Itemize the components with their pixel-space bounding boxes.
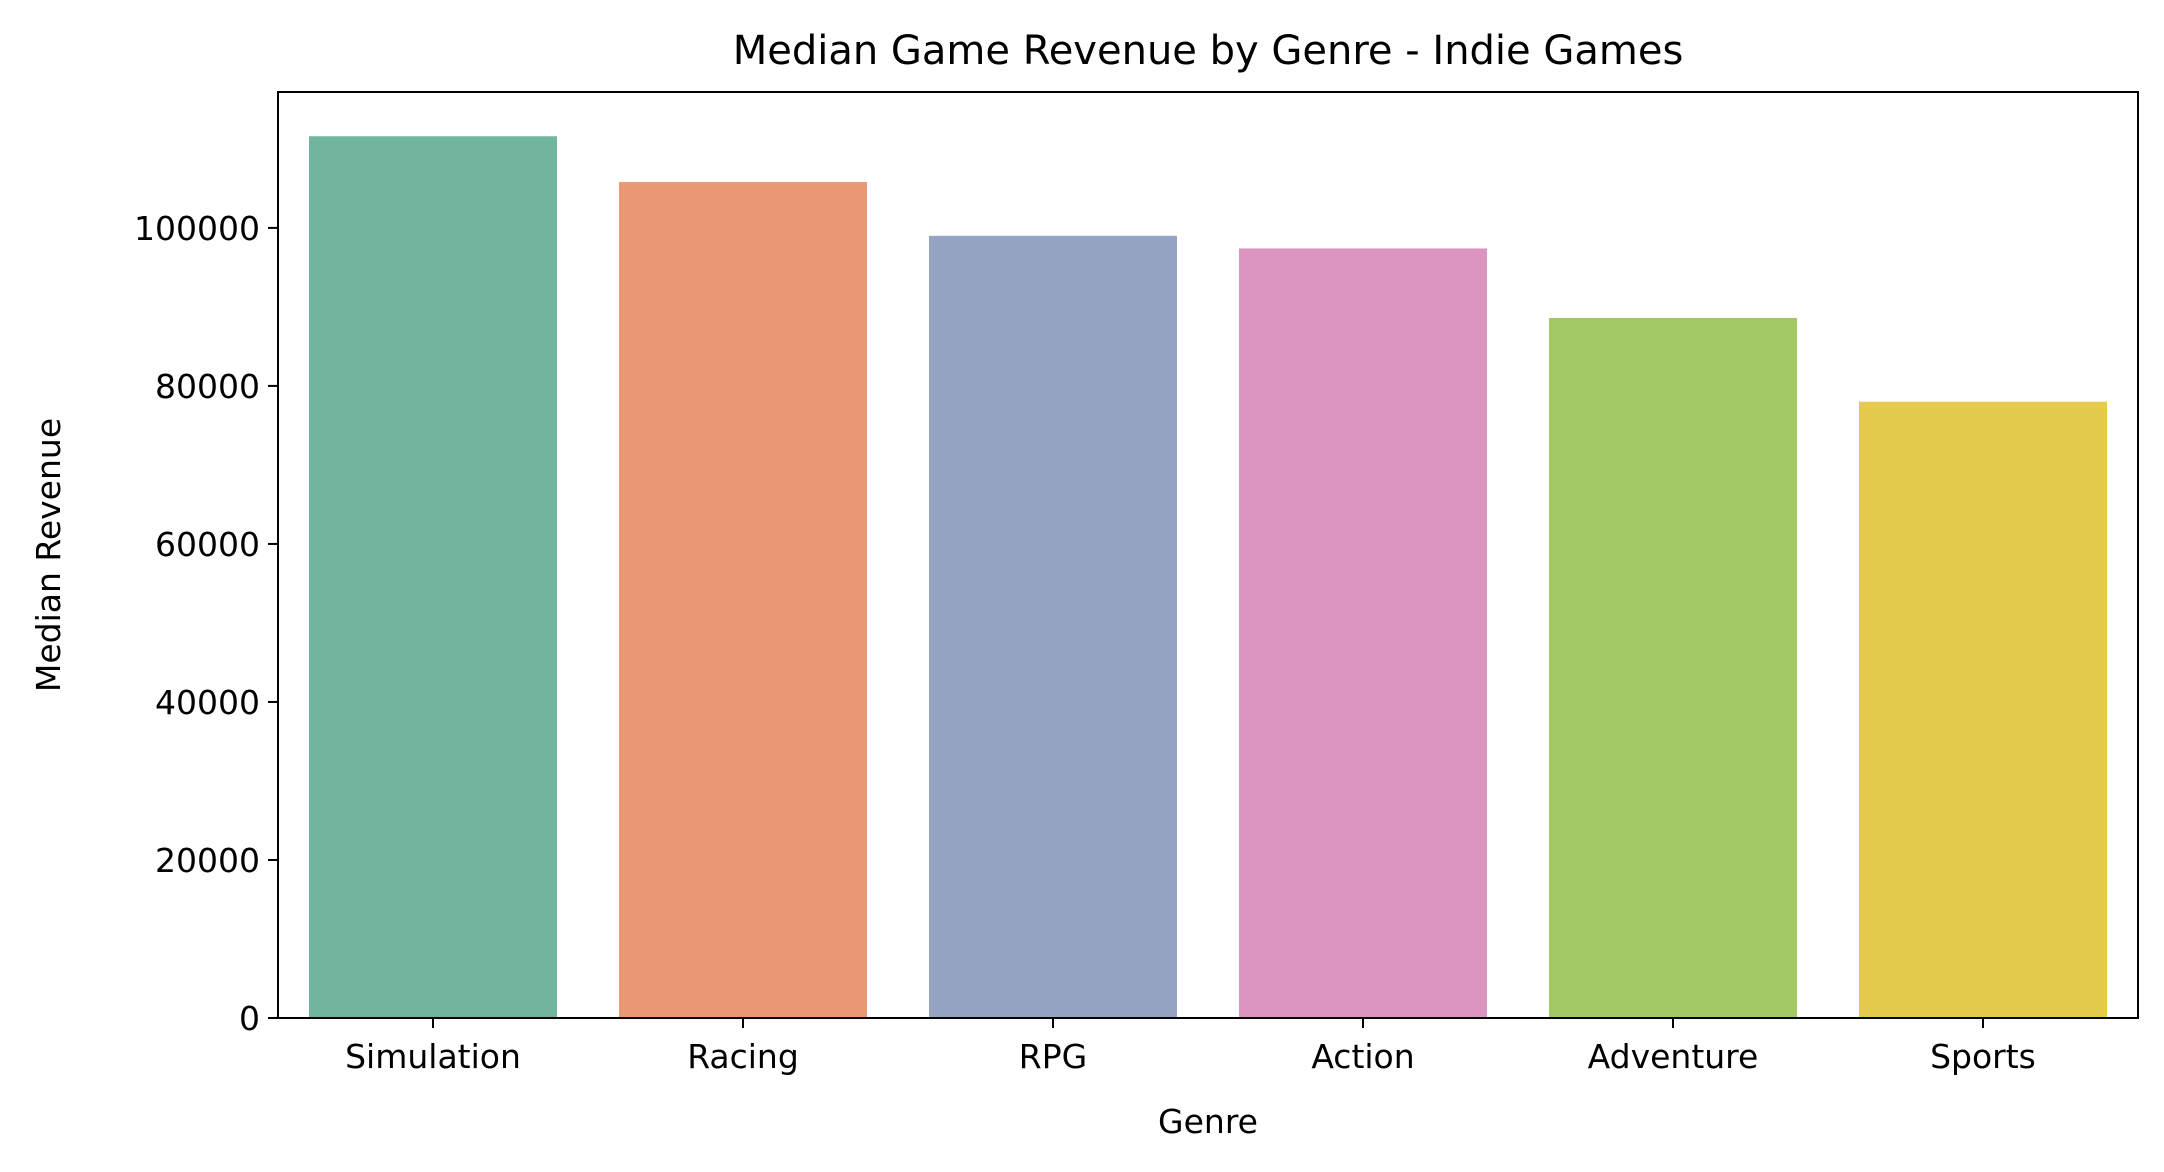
x-axis-ticks: Simulation Racing RPG Action Adventure Sports xyxy=(345,1018,2036,1076)
y-tick-label: 20000 xyxy=(155,841,260,880)
x-tick-label: Sports xyxy=(1930,1037,2036,1076)
y-tick-label: 80000 xyxy=(155,367,260,406)
bars-layer xyxy=(309,136,2107,1019)
bar-action xyxy=(1239,248,1487,1018)
x-tick-label: Adventure xyxy=(1588,1037,1759,1076)
y-tick-label: 40000 xyxy=(155,683,260,722)
y-axis-label: Median Revenue xyxy=(29,418,68,692)
bar-sports xyxy=(1859,401,2107,1019)
x-tick-label: RPG xyxy=(1019,1037,1087,1076)
y-tick-label: 0 xyxy=(239,999,260,1038)
y-tick-label: 60000 xyxy=(155,525,260,564)
plot-frame xyxy=(277,91,2139,1019)
y-axis-ticks: 0 20000 40000 60000 80000 100000 xyxy=(134,209,278,1038)
bar-simulation xyxy=(309,136,557,1018)
bar-racing xyxy=(619,182,867,1019)
x-tick-label: Simulation xyxy=(345,1037,521,1076)
x-tick-label: Action xyxy=(1311,1037,1414,1076)
bar-adventure xyxy=(1549,317,1797,1019)
bar-rpg xyxy=(929,235,1177,1018)
y-tick-label: 100000 xyxy=(134,209,260,248)
x-tick-label: Racing xyxy=(687,1037,799,1076)
chart-title: Median Game Revenue by Genre - Indie Gam… xyxy=(733,28,1684,74)
x-axis-label: Genre xyxy=(1158,1102,1258,1141)
